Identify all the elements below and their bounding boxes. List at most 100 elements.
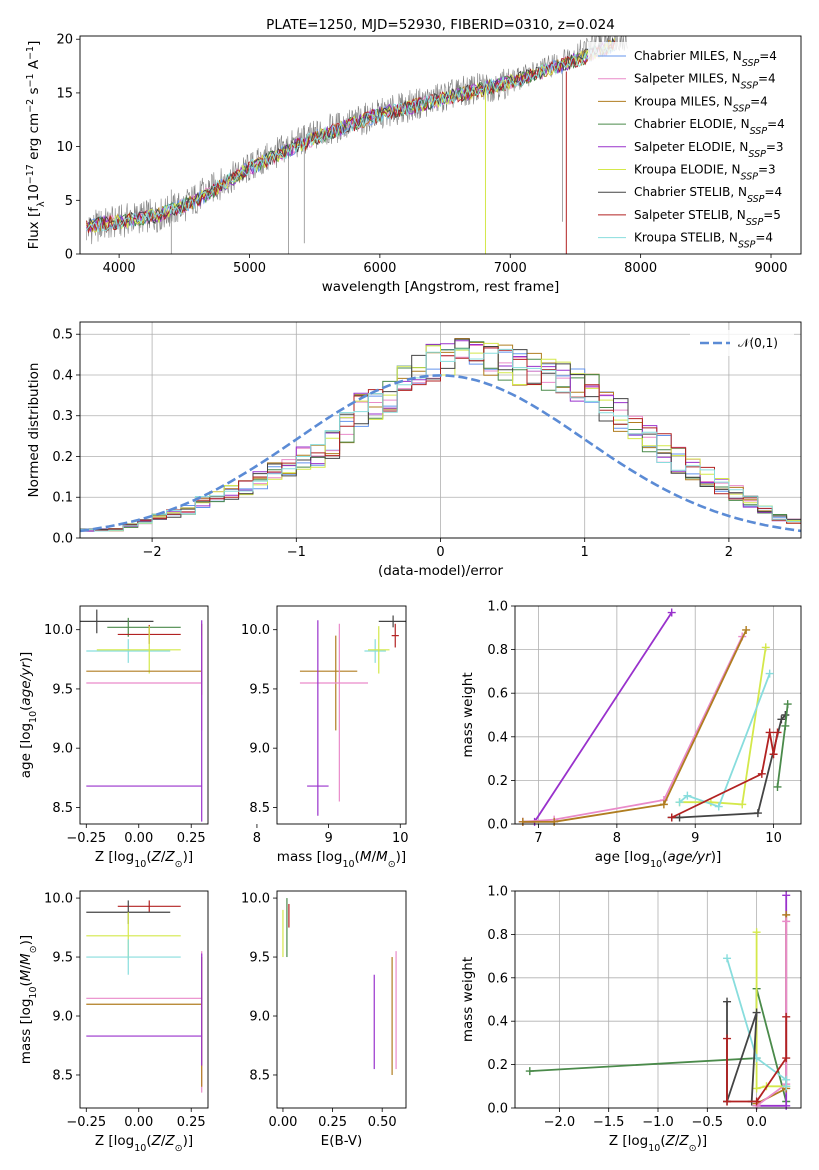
age-vs-mass-xtick-label: 10 (392, 831, 409, 846)
mass-vs-z-errorbars (86, 900, 203, 1093)
label-part: 10 (28, 986, 39, 998)
label-part: / (161, 849, 166, 865)
label-part: mass [log (18, 999, 34, 1065)
hist-ytick-label: 0.4 (52, 368, 73, 383)
weight-vs-z-ylabel: mass weight (460, 957, 476, 1042)
hist-ytick-label: 0.1 (52, 491, 73, 506)
weight-vs-z-xtick-label: 0.0 (746, 1115, 767, 1130)
label-part: 10 (342, 859, 354, 870)
weight-vs-age-marker-7 (783, 700, 792, 709)
label-part: 10 (26, 184, 42, 201)
spectrum-xtick-label: 4000 (103, 261, 136, 276)
weight-vs-z-grid (515, 890, 801, 1109)
mass-vs-z-ylabel: mass [log10(M/M⊙)] (18, 935, 39, 1064)
weight-vs-age-marker-2 (742, 625, 751, 634)
label-part: Z (164, 849, 175, 865)
spectrum-ytick-label: 15 (56, 86, 73, 101)
hist-ytick-label: 0.5 (52, 328, 73, 343)
legend-label-8: Kroupa STELIB, NSSP=4 (634, 231, 773, 251)
hist-ytick-label: 0.2 (52, 450, 73, 465)
label-part: ( (18, 981, 34, 986)
weight-vs-z-marker-7 (723, 1034, 732, 1043)
legend-label-0: Chabrier MILES, NSSP=4 (634, 49, 777, 69)
legend-label-3: Chabrier ELODIE, NSSP=4 (634, 117, 785, 137)
label-part: −17 (25, 164, 36, 184)
histogram-8 (80, 348, 801, 538)
spectrum-ylabel: Flux [fλ10−17 erg cm−2 s−1 A−1] (25, 41, 47, 250)
label-part: =4 (755, 231, 773, 245)
mass-vs-ebv-errorbars (282, 898, 397, 1075)
mass-vs-ebv-xtick-label: 0.00 (268, 1115, 297, 1130)
weight-vs-z-axes: −2.0 −1.5 −1.0 −0.5 0.0 0.0 0.2 0.4 0.6 0.8 1.0 Z [… (460, 885, 802, 1154)
label-part: SSP (733, 103, 751, 114)
weight-vs-age-marker-5 (777, 715, 786, 724)
label-part: Kroupa ELODIE, N (634, 163, 741, 177)
label-part: =4 (758, 72, 776, 86)
label-part: A (26, 59, 42, 73)
weight-vs-z-xtick-label: −0.5 (692, 1115, 724, 1130)
age-vs-mass-frame (276, 605, 407, 825)
weight-vs-z-lines (525, 891, 791, 1110)
weight-vs-age-ytick-label: 0.0 (487, 818, 508, 833)
spectrum-title: PLATE=1250, MJD=52930, FIBERID=0310, z=0… (266, 17, 615, 33)
label-part: )] (18, 652, 34, 663)
weight-vs-age-lines (518, 608, 792, 826)
hist-xtick-label: 2 (725, 545, 733, 560)
label-part: ( (355, 849, 360, 865)
age-vs-z-ylabel: age [log10(age/yr)] (18, 652, 39, 778)
label-part: M (376, 849, 388, 865)
mass-vs-z-frame (79, 890, 209, 1109)
label-part: SSP (750, 126, 768, 137)
hist-xtick-label: −1 (287, 545, 306, 560)
label-part: M (18, 969, 34, 981)
mass-vs-ebv-xtick-label: 0.25 (318, 1115, 347, 1130)
weight-vs-age-marker-7 (781, 721, 790, 730)
label-part: SSP (747, 194, 765, 205)
weight-vs-age-marker-3 (738, 800, 747, 809)
label-part: =5 (763, 208, 781, 222)
label-part: )] (183, 1133, 194, 1149)
label-part: ( (660, 1133, 665, 1149)
label-part: Kroupa STELIB, N (634, 231, 738, 245)
weight-vs-age-ytick-label: 0.6 (487, 687, 508, 702)
label-part: / (18, 965, 34, 970)
label-part: M (18, 953, 34, 965)
age-vs-z-xlabel: Z [log10(Z/Z⊙)] (95, 849, 193, 870)
weight-vs-z-marker-6 (723, 997, 732, 1006)
label-part: / (161, 1133, 166, 1149)
label-part: )] (183, 849, 194, 865)
age-vs-z-ytick-label: 10.0 (44, 623, 73, 638)
label-part: age/yr (667, 849, 712, 865)
hist-legend-label: 𝒩(0,1) (738, 336, 778, 350)
label-part: Z [log (95, 849, 134, 865)
label-part: SSP (738, 239, 756, 250)
weight-vs-z-marker-1 (782, 1101, 791, 1110)
weight-vs-z-marker-7 (782, 1054, 791, 1063)
weight-vs-age-xtick-label: 7 (534, 831, 542, 846)
spectrum-ytick-label: 10 (56, 140, 73, 155)
hist-xtick-label: 0 (436, 545, 444, 560)
weight-vs-age-marker-3 (761, 643, 770, 652)
hist-ylabel: Normed distribution (26, 363, 42, 498)
weight-vs-z-xtick-label: −1.0 (642, 1115, 674, 1130)
weight-vs-z-xtick-label: −2.0 (544, 1115, 576, 1130)
label-part: Chabrier STELIB, N (634, 185, 747, 199)
age-vs-mass-xtick-label: 9 (324, 831, 332, 846)
weight-vs-z-marker-7 (723, 1097, 732, 1106)
weight-vs-age-ytick-label: 0.4 (487, 730, 508, 745)
spectrum-xtick-label: 9000 (754, 261, 787, 276)
weight-vs-z-line-1 (756, 895, 788, 1107)
label-part: Z [log (95, 1133, 134, 1149)
weight-vs-age-line-1 (522, 636, 744, 823)
weight-vs-z-xlabel: Z [log10(Z/Z⊙)] (609, 1133, 707, 1154)
age-vs-mass-ytick-label: 9.5 (249, 682, 270, 697)
mass-vs-ebv-ytick-label: 8.5 (249, 1068, 270, 1083)
age-vs-mass-ytick-label: 10.0 (241, 623, 270, 638)
label-part: ( (662, 849, 667, 865)
label-part: 10 (28, 711, 39, 723)
label-part: SSP (741, 80, 759, 91)
label-part: Salpeter MILES, N (634, 72, 741, 86)
spectrum-frame (79, 35, 802, 255)
label-part: Salpeter STELIB, N (634, 208, 746, 222)
